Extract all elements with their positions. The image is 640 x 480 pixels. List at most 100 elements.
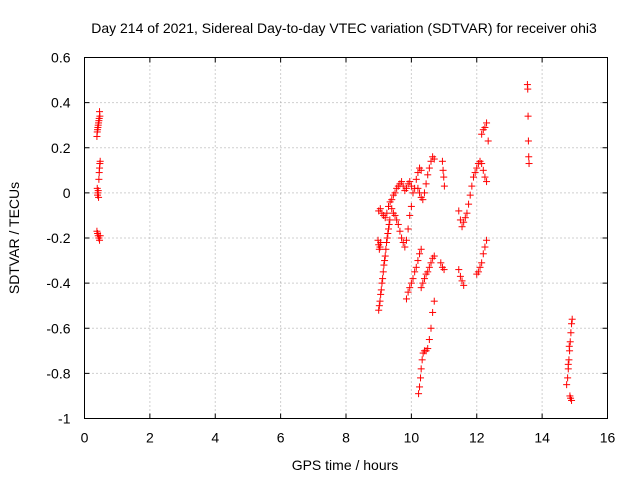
- series-arc-10.3h-mid: [414, 153, 438, 204]
- data-point: [461, 214, 469, 222]
- series-arc-0.4h-high: [93, 108, 104, 140]
- data-point: [386, 216, 394, 224]
- data-point: [402, 295, 410, 303]
- data-point: [481, 243, 489, 251]
- data-point: [424, 268, 432, 276]
- grid-lines: [84, 57, 608, 419]
- data-point: [407, 279, 415, 287]
- data-points: [93, 81, 576, 404]
- data-point: [468, 182, 476, 190]
- data-point: [379, 275, 387, 283]
- data-point: [478, 130, 486, 138]
- x-tick-label: 12: [469, 430, 485, 446]
- data-point: [564, 374, 572, 382]
- series-arc-10.3h-low: [417, 252, 438, 292]
- data-point: [481, 173, 489, 181]
- series-arc-0.4h-mid: [93, 157, 104, 201]
- data-point: [381, 257, 389, 265]
- data-point: [429, 308, 437, 316]
- data-point: [460, 281, 468, 289]
- data-point: [406, 211, 414, 219]
- x-tick-label: 6: [277, 430, 285, 446]
- data-point: [383, 239, 391, 247]
- data-point: [565, 342, 573, 350]
- plot-frame: [84, 57, 608, 419]
- data-point: [465, 200, 473, 208]
- data-point: [418, 356, 426, 364]
- series-arc-11.5h-low: [455, 266, 468, 289]
- data-point: [398, 178, 406, 186]
- series-arc-9.0h-extra: [374, 236, 385, 253]
- data-point: [568, 315, 576, 323]
- data-point: [437, 259, 445, 267]
- series-arc-13.5h: [523, 81, 533, 168]
- data-point: [568, 320, 576, 328]
- data-point: [440, 182, 448, 190]
- series-arc-0.4h-low: [93, 227, 104, 244]
- data-point: [427, 259, 435, 267]
- data-point: [377, 286, 385, 294]
- data-point: [479, 166, 487, 174]
- data-point: [401, 243, 409, 251]
- data-point: [563, 381, 571, 389]
- data-point: [484, 137, 492, 145]
- data-point: [478, 160, 486, 168]
- data-point: [425, 263, 433, 271]
- data-point: [430, 155, 438, 163]
- data-point: [419, 279, 427, 287]
- data-point: [375, 302, 383, 310]
- data-point: [439, 166, 447, 174]
- data-point: [458, 277, 466, 285]
- x-tick-label: 16: [600, 430, 616, 446]
- data-point: [391, 211, 399, 219]
- series-arc-14.8h: [563, 315, 576, 404]
- data-point: [383, 209, 391, 217]
- data-point: [416, 250, 424, 258]
- chart-title: Day 214 of 2021, Sidereal Day-to-day VTE…: [91, 20, 597, 36]
- y-tick-label: 0.6: [51, 50, 71, 66]
- data-point: [94, 187, 102, 195]
- data-point: [404, 225, 412, 233]
- data-point: [565, 356, 573, 364]
- data-point: [568, 396, 576, 404]
- data-point: [524, 112, 532, 120]
- series-arc-11.5h-rise: [455, 157, 491, 231]
- data-point: [96, 157, 104, 165]
- x-axis-label: GPS time / hours: [292, 457, 399, 473]
- data-point: [525, 160, 533, 168]
- data-point: [455, 266, 463, 274]
- data-point: [425, 336, 433, 344]
- data-point: [417, 166, 425, 174]
- data-point: [424, 171, 432, 179]
- data-point: [406, 284, 414, 292]
- data-point: [524, 137, 532, 145]
- y-tick-label: 0.4: [51, 95, 71, 111]
- y-tick-label: -0.4: [46, 275, 70, 291]
- data-point: [96, 236, 104, 244]
- y-axis-label: SDTVAR / TECUs: [6, 182, 22, 294]
- data-point: [411, 268, 419, 276]
- data-point: [455, 207, 463, 215]
- data-point: [422, 180, 430, 188]
- series-arc-12h-low: [473, 236, 491, 278]
- data-point: [380, 261, 388, 269]
- data-point: [385, 220, 393, 228]
- data-point: [460, 218, 468, 226]
- data-point: [388, 196, 396, 204]
- series-arc-9h-main: [375, 164, 425, 222]
- data-point: [376, 297, 384, 305]
- data-point: [525, 153, 533, 161]
- data-point: [420, 189, 428, 197]
- data-point: [567, 329, 575, 337]
- data-point: [420, 275, 428, 283]
- data-point: [391, 189, 399, 197]
- x-tick-label: 0: [81, 430, 89, 446]
- y-tick-label: -0.2: [46, 230, 70, 246]
- data-point: [478, 259, 486, 267]
- data-point: [440, 266, 448, 274]
- data-point: [377, 290, 385, 298]
- data-point: [378, 279, 386, 287]
- data-point: [379, 268, 387, 276]
- x-tick-label: 2: [146, 430, 154, 446]
